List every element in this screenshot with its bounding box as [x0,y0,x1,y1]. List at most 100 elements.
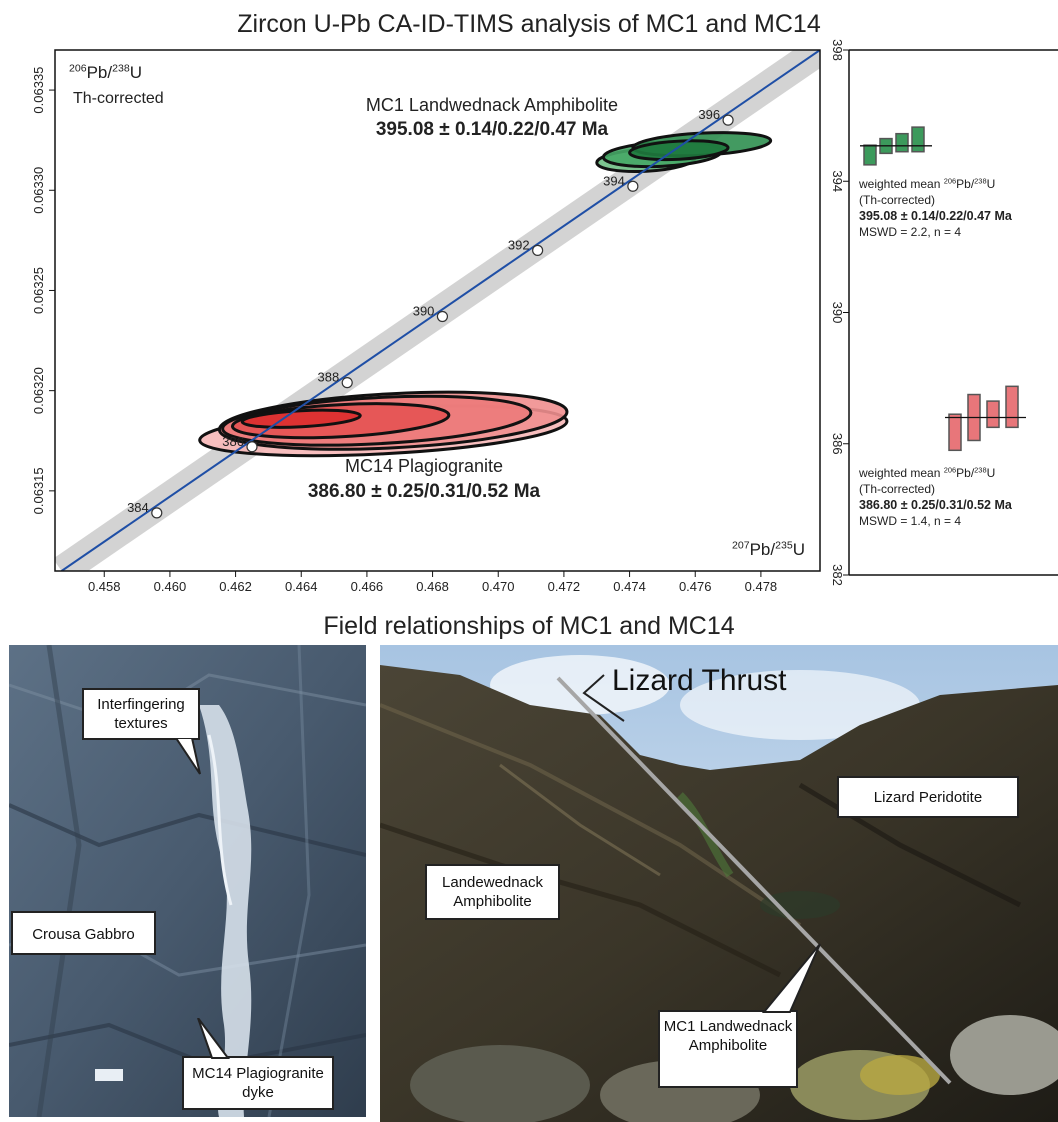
wm-mc1-heading-part: Pb/ [956,177,975,191]
label-lizard-peridotite: Lizard Peridotite [837,776,1019,818]
x-tick-label-0.464: 0.464 [285,579,318,594]
wm-mc1-heading: weighted mean 206Pb/238U [858,176,995,191]
wm-mc14-heading: weighted mean 206Pb/238U [858,465,995,480]
callout-pointer-mc1 [761,943,821,1013]
x-tick-label-0.478: 0.478 [745,579,778,594]
label-landewednack: Landewednack Amphibolite [425,864,560,920]
wm-mc1-heading-part: 206 [944,176,956,185]
concordia-age-marker-384 [151,507,163,519]
callout-pointer-interfingering [174,738,201,775]
figure-title-upper: Zircon U-Pb CA-ID-TIMS analysis of MC1 a… [237,10,821,38]
annotation-mc14-name: MC14 Plagiogranite [345,456,503,476]
callout-mc1: MC1 Landwednack Amphibolite [658,1010,798,1088]
callout-pointer-mc14 [197,1018,230,1059]
concordia-age-label-386: 386 [222,434,244,449]
x-tick-label-0.476: 0.476 [679,579,712,594]
callout-mc14-text: MC14 Plagiogranite dyke [192,1065,324,1101]
wm-mc14-heading-part: weighted mean [858,466,944,480]
wm-bar-mc1-3 [895,132,909,153]
concordia-age-marker-396 [722,114,734,126]
plot-area: 384 386 388 390 392 394 396 [55,50,820,571]
x-tick-label-0.470: 0.470 [482,579,515,594]
gabbro-outcrop-image [9,645,366,1117]
y-tick-label-0.06320: 0.06320 [31,367,46,414]
annotation-mc1-age: 395.08 ± 0.14/0.22/0.47 Ma [376,119,609,140]
y-axis-label-part: 238 [112,63,130,75]
concordia-age-marker-388 [341,377,353,389]
x-axis-label-part: Pb/ [750,540,776,559]
y-tick-label-0.06315: 0.06315 [31,467,46,514]
y-tick-label-0.06325: 0.06325 [31,267,46,314]
concordia-age-marker-390 [436,310,449,323]
x-axis-label-part: 207 [732,540,750,552]
wm-mc14-heading-part: 206 [944,465,956,474]
y-tick-label-0.06330: 0.06330 [31,167,46,214]
ellipse-mc14-5 [240,408,362,429]
concordia-age-label-392: 392 [508,237,530,252]
concordia-age-label-390: 390 [413,304,435,319]
x-axis-label-part: U [793,540,805,559]
x-tick-label-0.458: 0.458 [88,579,121,594]
label-peridotite-text: Lizard Peridotite [873,789,983,806]
plot-frame [54,49,821,572]
x-axis-label-part: 235 [775,540,793,552]
concordia-age-marker-394 [627,180,639,192]
wm-mc1-mswd: MSWD = 2.2, n = 4 [859,225,961,239]
concordia-chart: 384 386 388 390 392 394 396 0.458 0.460 0.462 0.46… [31,49,821,594]
wm-mc1-heading-part: U [987,177,996,191]
concordia-age-label-396: 396 [698,107,720,122]
gabbro-outcrop-photo [9,645,366,1117]
wm-y-tick-label-394: 394 [830,170,845,192]
wm-bar-mc1-4 [911,126,925,153]
y-axis-note: Th-corrected [73,90,164,107]
wm-bar-mc14-1 [948,413,962,452]
concordia-curve [61,50,820,571]
concordia-age-label-384: 384 [127,500,149,515]
wm-bar-mc14-4 [1005,385,1019,429]
ellipse-mc1-4 [628,139,730,162]
wm-mc14-mswd: MSWD = 1.4, n = 4 [859,514,961,528]
callout-interfingering-text: Interfingering textures [97,696,185,732]
y-tick-label-0.06335: 0.06335 [31,67,46,114]
callout-mc1-text: MC1 Landwednack Amphibolite [663,1018,793,1054]
wm-mc14-heading-part: U [987,466,996,480]
thrust-line [556,676,952,1085]
x-tick-label-0.466: 0.466 [351,579,384,594]
wm-mc14-age: 386.80 ± 0.25/0.31/0.52 Ma [859,498,1013,512]
annotation-mc1-name: MC1 Landwednack Amphibolite [366,95,618,115]
concordia-age-label-394: 394 [603,173,625,188]
wm-y-tick-label-386: 386 [830,433,845,455]
concordia-age-marker-392 [532,244,544,256]
thrust-arrow [582,674,625,722]
label-lizard-thrust: Lizard Thrust [612,664,787,697]
wm-mc1-age: 395.08 ± 0.14/0.22/0.47 Ma [859,209,1013,223]
annotation-mc14-age: 386.80 ± 0.25/0.31/0.52 Ma [308,481,541,502]
y-axis-label-part: U [130,63,142,82]
concordia-age-label-388: 388 [318,370,340,385]
wm-mc1-th: (Th-corrected) [859,193,935,207]
figure-title-lower: Field relationships of MC1 and MC14 [323,612,735,640]
concordia-age-marker-386 [246,441,258,453]
label-crousa-text: Crousa Gabbro [32,926,135,943]
wm-mc14-heading-part: Pb/ [956,466,975,480]
wm-mc1-heading-part: 238 [974,176,986,185]
callout-mc14-dyke: MC14 Plagiogranite dyke [182,1056,334,1110]
x-axis-label: 207Pb/235U [732,540,805,559]
wm-y-tick-label-382: 382 [830,564,845,586]
wm-bar-mc1-1 [863,144,877,166]
x-tick-label-0.472: 0.472 [548,579,581,594]
wm-y-tick-label-390: 390 [830,302,845,324]
wm-mc14-th: (Th-corrected) [859,482,935,496]
x-tick-label-0.468: 0.468 [416,579,449,594]
wm-mc1-heading-part: weighted mean [858,177,944,191]
label-landewednack-text: Landewednack Amphibolite [442,874,543,910]
callout-interfingering: Interfingering textures [82,688,200,740]
label-crousa-gabbro: Crousa Gabbro [11,911,156,955]
y-axis-label: 206Pb/238U [69,63,142,82]
wm-y-tick-label-398: 398 [830,39,845,61]
scale-card [95,1069,123,1081]
wm-mc14-heading-part: 238 [974,465,986,474]
x-tick-label-0.460: 0.460 [154,579,187,594]
y-axis-label-part: 206 [69,63,87,75]
